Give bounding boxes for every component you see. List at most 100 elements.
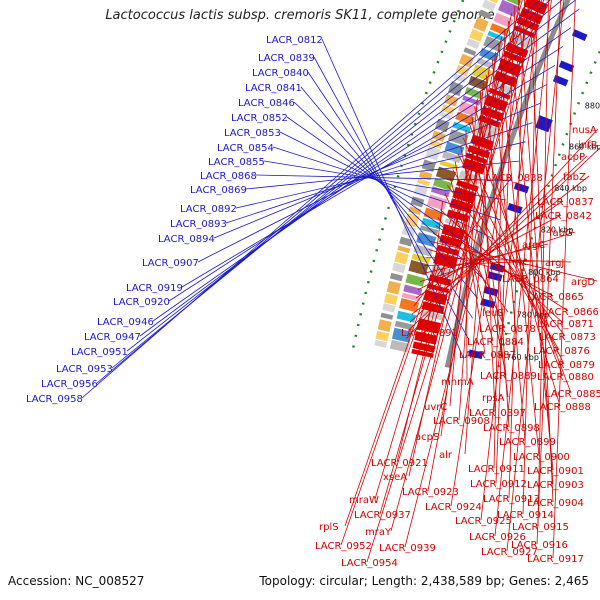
gene-feature [481, 0, 497, 12]
gene-feature [435, 166, 457, 182]
gene-label: LACR_0958 [26, 394, 83, 405]
gene-label: LACR_0841 [245, 83, 302, 94]
gene-feature [461, 158, 486, 175]
leader-line [522, 0, 539, 515]
gene-feature [403, 284, 423, 296]
gene-label: LACR_0937 [354, 510, 411, 521]
gene-label: LACR_0879 [538, 360, 595, 371]
leader-line [485, 75, 510, 428]
gene-feature [412, 341, 436, 353]
leader-line [374, 0, 523, 500]
gene-label: LACR_0853 [224, 128, 281, 139]
gene-label: LACR_0921 [371, 458, 428, 469]
gene-label: LACR_0878 [479, 324, 536, 335]
gene-feature [469, 28, 484, 42]
gene-feature [394, 320, 414, 331]
gene-feature [384, 293, 398, 305]
gene-label: xseA [383, 472, 407, 483]
gene-label: LACR_0873 [539, 332, 596, 343]
gene-feature [399, 236, 413, 247]
gene-label: argJ [545, 258, 564, 269]
leader-line [344, 0, 528, 527]
leader-line [408, 13, 512, 477]
gene-label: LACR_0854 [217, 143, 274, 154]
leader-line [340, 0, 532, 546]
leader-line [435, 225, 569, 312]
gene-label: LACR_0947 [84, 332, 141, 343]
leader-line [404, 0, 544, 548]
gene-label: leuS [482, 308, 504, 319]
gene-feature [374, 339, 388, 348]
gene-feature [462, 95, 481, 106]
gene-feature [389, 272, 403, 282]
gene-label: argC [522, 240, 545, 251]
gene-feature [377, 319, 392, 332]
gene-feature [408, 259, 429, 276]
leader-line [552, 0, 576, 559]
gene-label: LACR_0919 [126, 283, 183, 294]
gene-feature [433, 177, 453, 191]
gene-label: LACR_0893 [170, 219, 227, 230]
gene-feature [408, 206, 422, 215]
gene-label: alr [439, 450, 453, 461]
gene-label: LACR_0913 [483, 494, 540, 505]
gene-label: LACR_0923 [402, 487, 459, 498]
leader-line [506, 0, 565, 552]
kbp-tick-label: 840 kbp [554, 184, 587, 193]
gene-label: LACR_0912 [470, 479, 527, 490]
leader-line [168, 46, 564, 302]
gene-feature [505, 0, 522, 6]
gene-feature [444, 94, 459, 107]
gene-label: LACR_0885 [545, 389, 600, 400]
leader-line [406, 128, 599, 339]
kbp-tick-label: 820 kbp [541, 226, 574, 235]
leader-line [458, 82, 484, 421]
gene-feature [417, 178, 430, 187]
gene-label: LACR_0865 [527, 292, 584, 303]
kbp-tick-label: 800 kbp [528, 268, 561, 277]
cog-color-track [389, 0, 522, 353]
left-gene-labels: LACR_0812 LACR_0839 LACR_0840 LACR_0841 LACR… [26, 0, 580, 405]
gene-label: LACR_0954 [341, 558, 398, 569]
leader-line [474, 106, 561, 407]
forward-gene-mark [483, 286, 499, 297]
gene-label: LACR_0892 [180, 204, 237, 215]
gene-label: LACR_0846 [238, 98, 295, 109]
gene-feature [458, 53, 474, 68]
gene-label: LACR_0917 [527, 554, 584, 565]
gene-label: LACR_0837 [537, 197, 594, 208]
leader-line [139, 8, 580, 337]
leader-line [493, 28, 506, 469]
gene-label: LACR_0891 [401, 328, 458, 339]
forward-gene-mark [558, 60, 575, 73]
leader-line [430, 241, 598, 282]
kbp-tick-label: 860 kbp [569, 142, 600, 151]
leader-line [419, 231, 576, 283]
gene-feature [463, 47, 477, 56]
genome-summary-label: Topology: circular; Length: 2,438,589 bp… [259, 574, 589, 588]
gene-feature [464, 86, 484, 100]
leader-line [366, 0, 543, 563]
gene-label: LACR_0840 [252, 68, 309, 79]
gene-label: LACR_0871 [537, 319, 594, 330]
gene-label: LACR_0894 [158, 234, 215, 245]
leader-line [300, 86, 479, 299]
leader-line [498, 44, 540, 457]
leader-line [465, 129, 468, 382]
leader-line [411, 175, 590, 315]
gene-label: LACR_0927 [481, 547, 538, 558]
gene-label: LACR_0884 [467, 337, 524, 348]
leader-line [536, 0, 561, 545]
gene-label: LACR_0925 [455, 516, 512, 527]
gene-feature [429, 139, 443, 149]
kbp-scale: 760 kbp 780 kbp 800 kbp 820 kbp 840 kbp 860 k… [506, 101, 600, 362]
leader-line [390, 0, 535, 532]
gene-label: LACR_0946 [97, 317, 154, 328]
leader-line [494, 0, 552, 537]
gene-label: LACR_0839 [258, 53, 315, 64]
leader-line [313, 56, 469, 339]
gene-label: LACR_0899 [499, 437, 556, 448]
gene-feature [479, 48, 499, 62]
